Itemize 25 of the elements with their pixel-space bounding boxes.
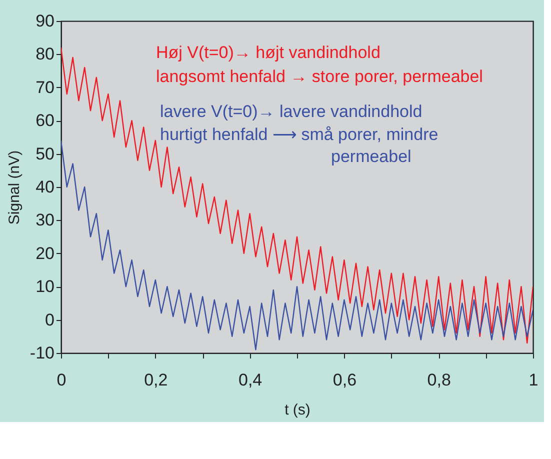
- annotation: hurtigt henfald ⟶ små porer, mindre: [160, 125, 438, 144]
- y-tick-label: 20: [36, 244, 54, 263]
- annotation: lavere V(t=0)→ lavere vandindhold: [160, 102, 422, 121]
- x-axis-title: t (s): [284, 402, 310, 418]
- y-tick-label: 0: [45, 310, 54, 330]
- y-tick-label: 70: [36, 78, 54, 97]
- x-tick-label: 0: [56, 370, 66, 390]
- annotation: langsomt henfald → store porer, permeabel: [156, 67, 483, 86]
- line-series: [61, 46, 533, 344]
- y-tick-label: 80: [36, 44, 54, 64]
- x-tick-label: 1: [528, 370, 538, 390]
- annotation: permeabel: [331, 147, 412, 166]
- annotation: Høj V(t=0)→ højt vandindhold: [156, 43, 380, 62]
- y-tick-label: 10: [36, 277, 54, 296]
- x-tick-label: 0,8: [427, 370, 451, 390]
- y-tick-label: 50: [36, 144, 54, 164]
- y-tick-label: 60: [36, 111, 54, 130]
- y-axis-title: Signal (nV): [6, 150, 23, 225]
- y-tick-label: 40: [36, 178, 54, 196]
- y-tick-label: 30: [36, 210, 54, 230]
- x-tick-label: 0,4: [238, 370, 262, 390]
- x-tick-label: 0,2: [144, 370, 168, 390]
- x-tick-label: 0,6: [332, 370, 357, 390]
- y-tick-label: 90: [36, 12, 54, 30]
- y-tick-label: -10: [30, 344, 54, 362]
